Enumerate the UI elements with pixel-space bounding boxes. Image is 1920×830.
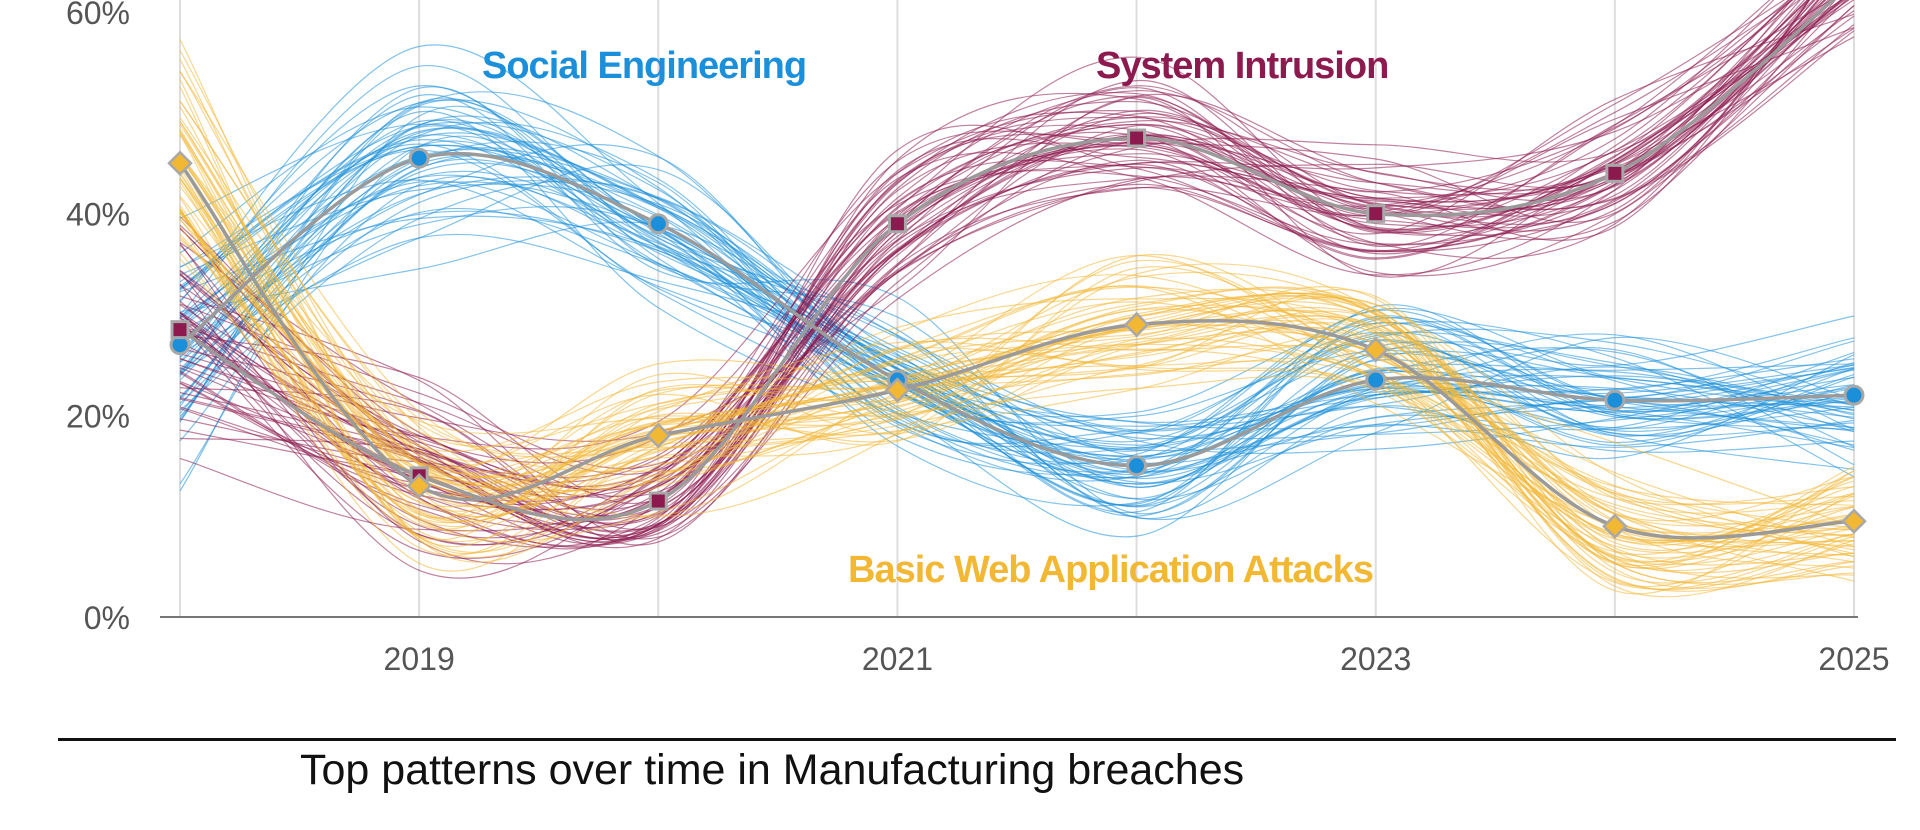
series-line-social-engineering xyxy=(178,151,1855,468)
bundle-line xyxy=(179,167,1855,553)
point-social-engineering xyxy=(647,213,669,235)
bundle-line xyxy=(179,0,1846,491)
point-system-intrusion xyxy=(648,491,668,511)
bundle-line xyxy=(179,258,1855,554)
bundle-line xyxy=(179,181,1855,446)
y-tick-label: 20% xyxy=(66,398,130,434)
bundle-line xyxy=(179,99,1855,479)
bundle-line xyxy=(179,91,1855,461)
y-tick-label: 60% xyxy=(66,0,130,31)
x-axis-ticks: 2019 2021 2023 2025 xyxy=(384,641,1890,677)
chart-caption: Top patterns over time in Manufacturing … xyxy=(300,746,1245,794)
uncertainty-bundles xyxy=(179,0,1855,598)
bundle-line xyxy=(179,0,1793,490)
point-basic-web-application-attacks xyxy=(645,422,672,449)
bundle-line xyxy=(179,209,1855,556)
point-social-engineering xyxy=(408,147,430,169)
y-tick-label: 0% xyxy=(84,600,130,636)
bundle-line xyxy=(179,206,1855,507)
series-label-system-intrusion: System Intrusion xyxy=(1096,45,1388,87)
bundle-line xyxy=(179,226,1855,563)
point-social-engineering xyxy=(1604,389,1626,411)
point-basic-web-application-attacks xyxy=(1602,513,1628,540)
x-tick-label: 2023 xyxy=(1340,641,1411,677)
series-label-social-engineering: Social Engineering xyxy=(482,45,806,87)
bundle-line xyxy=(179,178,1855,555)
bundle-line xyxy=(179,71,1855,537)
bundle-line xyxy=(179,27,1855,511)
x-tick-label: 2021 xyxy=(862,641,933,677)
x-tick-label: 2025 xyxy=(1818,641,1889,677)
bundle-line xyxy=(179,0,1826,475)
bundle-line xyxy=(179,65,1855,450)
point-system-intrusion xyxy=(1127,128,1147,148)
bundle-line xyxy=(179,233,1855,563)
x-tick-label: 2019 xyxy=(384,641,455,677)
bundle-line xyxy=(179,97,1855,520)
bundle-line xyxy=(179,13,1855,549)
bundle-basic-web-application-attacks xyxy=(179,39,1855,598)
bundle-line xyxy=(179,0,1811,539)
point-system-intrusion xyxy=(170,320,190,340)
point-social-engineering xyxy=(1365,369,1387,391)
bundle-line xyxy=(179,170,1855,476)
bundle-line xyxy=(179,121,1855,559)
point-basic-web-application-attacks xyxy=(1841,508,1867,534)
point-system-intrusion xyxy=(1366,204,1386,224)
bundle-line xyxy=(179,197,1855,546)
bundle-line xyxy=(179,0,1794,531)
bundle-line xyxy=(179,50,1855,528)
bundle-line xyxy=(179,144,1855,465)
bundle-line xyxy=(179,207,1855,474)
y-axis-ticks: 0% 20% 40% 60% xyxy=(66,0,130,636)
bundle-line xyxy=(179,180,1855,500)
bundle-line xyxy=(179,131,1855,551)
point-basic-web-application-attacks xyxy=(1123,311,1150,338)
bundle-line xyxy=(179,135,1855,485)
data-markers xyxy=(167,128,1867,540)
bundle-line xyxy=(179,0,1790,543)
bundle-line xyxy=(179,162,1855,457)
bundle-line xyxy=(179,100,1855,572)
y-tick-label: 40% xyxy=(66,197,130,233)
bundle-line xyxy=(179,173,1855,589)
bundle-line xyxy=(179,0,1833,547)
bundle-line xyxy=(179,134,1855,543)
bundle-line xyxy=(179,143,1855,538)
bundle-line xyxy=(179,208,1855,524)
point-system-intrusion xyxy=(887,214,907,234)
bundle-line xyxy=(179,252,1855,558)
bundle-line xyxy=(179,0,1775,541)
series-line-system-intrusion xyxy=(179,0,1836,522)
point-basic-web-application-attacks xyxy=(167,150,193,177)
bundle-line xyxy=(179,133,1855,548)
point-basic-web-application-attacks xyxy=(406,473,432,499)
bundle-line xyxy=(179,218,1855,595)
bundle-line xyxy=(179,139,1855,521)
bundle-line xyxy=(179,24,1855,546)
bundle-line xyxy=(179,180,1855,443)
bundle-line xyxy=(179,221,1855,437)
point-basic-web-application-attacks xyxy=(884,377,911,403)
point-basic-web-application-attacks xyxy=(1362,337,1389,363)
caption-rule xyxy=(58,738,1896,741)
bundle-line xyxy=(179,0,1792,483)
series-labels: Social Engineering System Intrusion Basi… xyxy=(482,45,1389,591)
point-system-intrusion xyxy=(1605,163,1625,183)
bundle-line xyxy=(179,215,1855,591)
bundle-line xyxy=(179,127,1855,482)
point-social-engineering xyxy=(1126,455,1148,477)
bundle-line xyxy=(179,121,1855,478)
point-social-engineering xyxy=(1843,384,1865,406)
bundle-line xyxy=(179,0,1790,579)
series-label-basic-web-application-attacks: Basic Web Application Attacks xyxy=(848,549,1373,591)
bundle-line xyxy=(179,119,1855,452)
bundle-line xyxy=(179,44,1855,473)
